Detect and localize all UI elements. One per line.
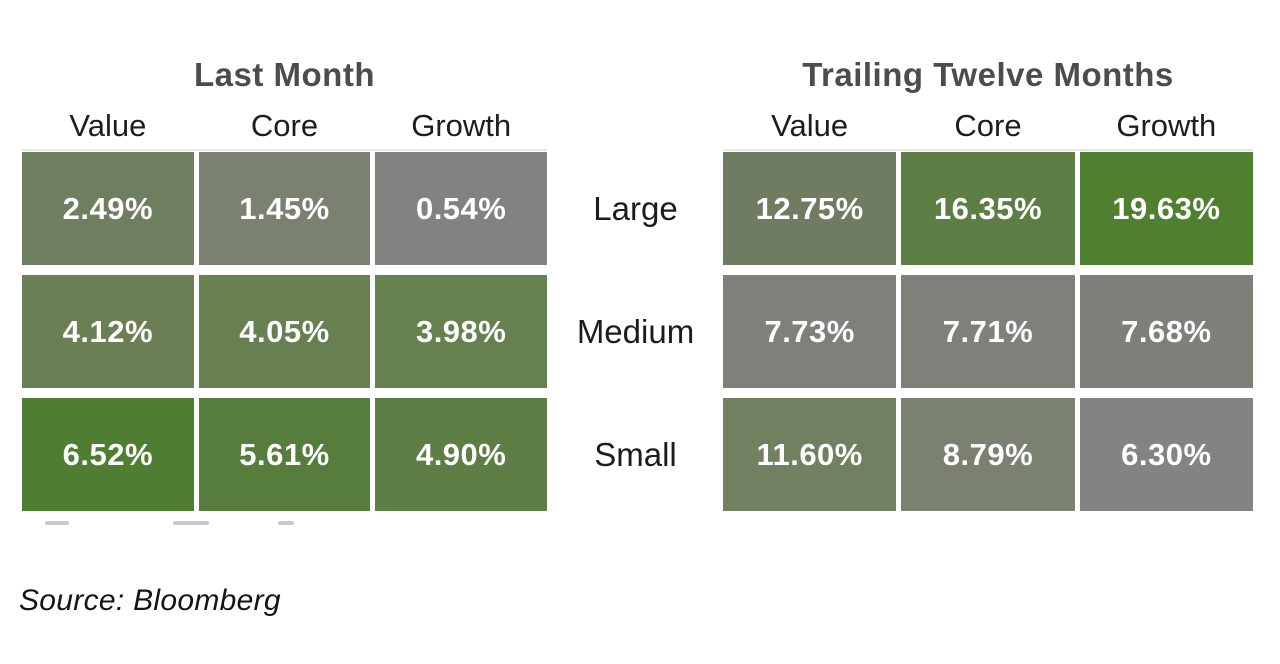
artifact-dash (173, 521, 209, 525)
heatmap-cell: 1.45% (198, 152, 371, 265)
source-note: Source: Bloomberg (19, 584, 281, 617)
row-label-small: Small (594, 435, 677, 473)
column-header-core: Core (250, 108, 319, 143)
artifact-dash (278, 521, 294, 525)
column-header-growth: Growth (1116, 108, 1217, 143)
heatmap-cell: 19.63% (1079, 152, 1253, 265)
cropped-text-artifact (22, 521, 547, 529)
column-header-value: Value (771, 108, 849, 143)
table-top-rule (723, 149, 1253, 151)
last-month-grid: 2.49% 1.45% 0.54% 4.12% 4.05% 3.98% 6.52% 5.61%… (22, 152, 547, 511)
heatmap-cell: 12.75% (723, 152, 897, 265)
row-label-large: Large (593, 189, 678, 227)
trailing-twelve-months-title: Trailing Twelve Months (802, 56, 1174, 93)
heatmap-cell: 7.71% (901, 275, 1075, 388)
column-header-core: Core (954, 108, 1022, 143)
trailing-twelve-months-table: Trailing Twelve Months Value Core Growth… (723, 0, 1253, 560)
ttm-grid: 12.75% 16.35% 19.63% 7.73% 7.71% 7.68% 11.60% 8… (723, 152, 1253, 511)
column-header-value: Value (69, 108, 147, 143)
heatmap-cell: 2.49% (22, 152, 194, 265)
last-month-table: Last Month Value Core Growth 2.49% 1.45% 0… (22, 0, 547, 560)
heatmap-cell: 7.68% (1079, 275, 1253, 388)
row-labels-column: Large Medium Small (548, 152, 723, 511)
heatmap-cell: 5.61% (198, 398, 371, 511)
heatmap-cell: 4.90% (375, 398, 547, 511)
heatmap-cell: 6.30% (1079, 398, 1253, 511)
heatmap-cell: 11.60% (723, 398, 897, 511)
heatmap-cell: 8.79% (901, 398, 1075, 511)
ttm-column-headers: Value Core Growth (723, 108, 1253, 144)
heatmap-cell: 7.73% (723, 275, 897, 388)
last-month-title: Last Month (194, 56, 375, 93)
heatmap-cell: 4.05% (198, 275, 371, 388)
heatmap-cell: 16.35% (901, 152, 1075, 265)
table-top-rule (22, 149, 547, 151)
last-month-column-headers: Value Core Growth (22, 108, 547, 144)
heatmap-cell: 3.98% (375, 275, 547, 388)
column-header-growth: Growth (411, 108, 512, 143)
heatmap-cell: 0.54% (375, 152, 547, 265)
artifact-dash (45, 521, 69, 525)
heatmap-cell: 6.52% (22, 398, 194, 511)
row-label-medium: Medium (576, 312, 695, 350)
heatmap-cell: 4.12% (22, 275, 194, 388)
